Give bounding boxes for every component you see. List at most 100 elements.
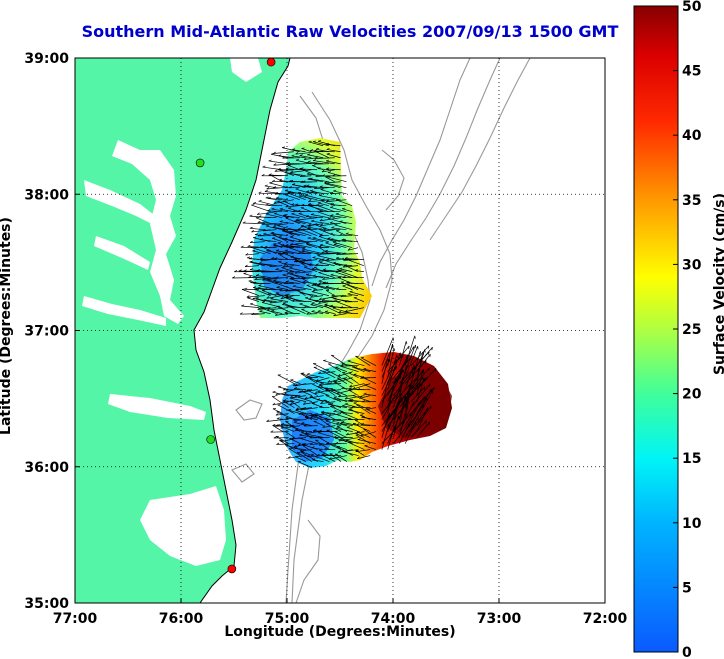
velocity-vector-head xyxy=(326,199,330,203)
velocity-vector xyxy=(416,370,424,396)
velocity-vector xyxy=(363,393,377,396)
velocity-vector xyxy=(257,211,277,215)
velocity-vector-head xyxy=(352,386,356,390)
velocity-vector xyxy=(311,192,329,195)
velocity-vector xyxy=(356,404,371,414)
velocity-vector xyxy=(281,230,300,237)
velocity-vector-head xyxy=(247,256,251,259)
velocity-vector xyxy=(348,400,359,402)
velocity-vector-head xyxy=(348,398,352,401)
velocity-vector xyxy=(295,217,318,221)
velocity-vector-head xyxy=(356,423,360,426)
velocity-vector-head xyxy=(309,413,313,416)
velocity-vector xyxy=(298,195,318,201)
velocity-vector-head xyxy=(289,395,293,399)
velocity-vector xyxy=(326,160,341,165)
velocity-vector-head xyxy=(249,240,253,243)
velocity-vector-head xyxy=(252,297,256,299)
velocity-vector-head xyxy=(282,273,286,276)
velocity-vector-head xyxy=(324,417,328,420)
velocity-vector xyxy=(295,271,312,274)
velocity-vector-head xyxy=(354,366,358,368)
velocity-vector-head xyxy=(304,396,308,400)
velocity-vector-head xyxy=(266,296,270,299)
velocity-vector-head xyxy=(321,251,325,254)
velocity-vector xyxy=(284,263,300,266)
velocity-vector xyxy=(333,411,353,414)
velocity-vector-head xyxy=(405,395,407,399)
velocity-vector xyxy=(393,352,401,372)
velocity-vector-head xyxy=(290,170,294,173)
velocity-vector xyxy=(321,411,336,414)
velocity-vector-head xyxy=(282,227,286,230)
velocity-vector-head xyxy=(295,218,299,221)
velocity-vector-head xyxy=(327,380,331,383)
velocity-vector-head xyxy=(262,222,266,225)
velocity-vector xyxy=(416,407,429,432)
velocity-vector xyxy=(404,384,411,408)
velocity-vector xyxy=(410,397,428,426)
velocity-vector-head xyxy=(266,419,270,422)
velocity-vector-head xyxy=(333,397,337,400)
velocity-vector-head xyxy=(246,295,250,298)
velocity-vector xyxy=(260,259,271,262)
velocity-vector-head xyxy=(318,301,322,304)
velocity-vector xyxy=(319,234,329,237)
velocity-vector-head xyxy=(330,191,334,194)
velocity-vector-head xyxy=(274,192,278,195)
velocity-vector-head xyxy=(283,388,287,391)
velocity-vector xyxy=(354,270,364,272)
velocity-vector-head xyxy=(266,212,270,215)
velocity-vector xyxy=(333,313,347,317)
velocity-vector xyxy=(275,389,295,396)
velocity-vector xyxy=(336,422,347,426)
velocity-vector xyxy=(310,295,324,298)
coastline xyxy=(193,58,291,603)
velocity-vector xyxy=(336,269,347,272)
velocity-vector xyxy=(299,434,318,438)
velocity-vector xyxy=(333,241,353,248)
velocity-vector xyxy=(272,425,283,432)
velocity-vector xyxy=(352,423,371,432)
velocity-vector-head xyxy=(245,253,249,256)
velocity-vector-head xyxy=(324,249,329,252)
velocity-vector-head xyxy=(405,341,408,345)
velocity-vector-head xyxy=(299,303,303,305)
velocity-vector xyxy=(323,229,335,232)
velocity-vector xyxy=(416,387,435,408)
velocity-vector-head xyxy=(321,258,325,260)
y-tick-label: 39:00 xyxy=(24,51,69,67)
velocity-vector-head xyxy=(364,444,368,447)
velocity-vector-head xyxy=(319,194,323,196)
velocity-vector-head xyxy=(282,265,286,268)
velocity-vector xyxy=(258,285,277,290)
velocity-vector-head xyxy=(265,203,269,206)
velocity-vector-head xyxy=(273,186,277,189)
velocity-vector-head xyxy=(320,188,324,190)
velocity-vector xyxy=(348,409,365,414)
velocity-vector-head xyxy=(318,271,322,273)
velocity-vector-head xyxy=(274,313,278,316)
colorbar-tick-label: 35 xyxy=(682,193,701,209)
velocity-vector-head xyxy=(248,279,252,282)
velocity-vector xyxy=(300,168,318,171)
velocity-vector-head xyxy=(360,433,363,437)
velocity-vector-head xyxy=(428,421,431,425)
velocity-vector-head xyxy=(287,456,291,459)
velocity-vector-head xyxy=(333,444,337,446)
velocity-vector xyxy=(298,389,318,393)
velocity-vector-head xyxy=(292,285,296,287)
velocity-vector xyxy=(334,431,348,438)
velocity-vector xyxy=(283,230,295,236)
y-tick-label: 36:00 xyxy=(24,460,69,476)
velocity-vector-head xyxy=(290,242,293,246)
velocity-vector-head xyxy=(330,206,334,208)
velocity-vector xyxy=(318,449,330,456)
velocity-vector xyxy=(314,157,335,159)
velocity-vector-head xyxy=(307,223,311,227)
velocity-vector xyxy=(321,169,335,173)
velocity-vector xyxy=(301,308,312,314)
velocity-vector-head xyxy=(300,389,303,393)
velocity-vector xyxy=(318,272,335,278)
velocity-vector xyxy=(307,173,324,177)
